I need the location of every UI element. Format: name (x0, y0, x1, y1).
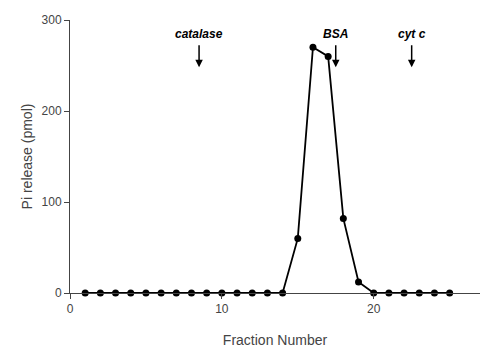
svg-text:0: 0 (55, 286, 62, 300)
svg-text:Pi release (pmol): Pi release (pmol) (19, 104, 35, 210)
svg-text:20: 20 (367, 302, 381, 316)
svg-text:BSA: BSA (323, 27, 348, 41)
svg-text:100: 100 (42, 195, 62, 209)
svg-text:200: 200 (42, 104, 62, 118)
svg-text:300: 300 (42, 13, 62, 27)
svg-text:catalase: catalase (175, 27, 223, 41)
svg-text:0: 0 (67, 302, 74, 316)
svg-text:cyt c: cyt c (398, 27, 426, 41)
svg-text:10: 10 (215, 302, 229, 316)
svg-text:Fraction Number: Fraction Number (223, 332, 328, 348)
